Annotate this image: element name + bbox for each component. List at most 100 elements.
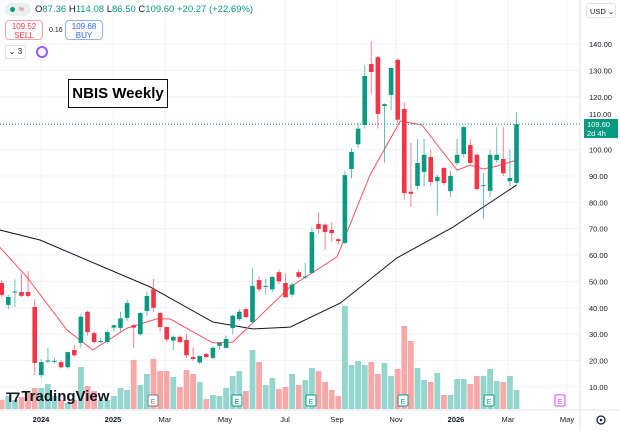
volume-bar <box>355 361 361 409</box>
indicators-toggle[interactable]: ⌄ 3 <box>5 45 26 59</box>
candle-up <box>514 124 519 183</box>
candle-up <box>124 303 130 318</box>
tradingview-logo[interactable]: T7 TradingView <box>6 388 110 405</box>
candle-down <box>157 313 163 328</box>
candle-up <box>494 154 499 161</box>
sell-label: SELL <box>14 31 34 40</box>
candle-up <box>210 347 216 358</box>
volume-bar <box>295 385 302 409</box>
chart-annotation-title: NBIS Weekly <box>68 79 168 108</box>
candle-down <box>428 156 433 182</box>
y-tick-label: 140.00 <box>589 40 612 49</box>
volume-bar <box>335 396 342 409</box>
candle-up <box>39 362 44 376</box>
candle-up <box>98 341 103 343</box>
y-tick-label: 60.00 <box>589 251 608 260</box>
volume-bar <box>507 376 513 409</box>
volume-bar <box>210 395 216 409</box>
candle-down <box>164 327 169 340</box>
volume-bar <box>170 377 177 409</box>
y-tick-label: 90.00 <box>589 172 608 181</box>
candle-down <box>276 272 282 282</box>
earnings-marker-icon <box>147 394 159 407</box>
slow-moving-average-line <box>0 184 517 330</box>
sync-icon[interactable] <box>36 46 48 58</box>
volume-bar <box>434 373 441 409</box>
candle-up <box>223 338 229 348</box>
volume-bar <box>38 388 45 409</box>
earnings-marker-label: E <box>487 399 492 406</box>
candle-down <box>243 309 249 318</box>
volume-bar <box>460 379 467 409</box>
volume-bar <box>144 374 150 409</box>
x-tick-label: May <box>218 415 232 424</box>
volume-bar <box>12 400 18 409</box>
volume-bar <box>328 390 335 409</box>
volume-bar <box>183 370 190 409</box>
volume-bar <box>394 369 401 409</box>
settings-gear-center-icon <box>599 418 603 422</box>
currency-dropdown[interactable]: USD ⌄ <box>586 3 616 18</box>
candle-down <box>256 280 262 290</box>
volume-bar <box>203 399 210 409</box>
earnings-marker-label: E <box>235 399 240 406</box>
volume-bar <box>150 359 157 409</box>
candle-up <box>52 360 57 362</box>
earnings-marker-icon <box>554 394 566 407</box>
volume-bar <box>78 367 84 409</box>
settings-gear-icon[interactable] <box>596 415 606 425</box>
y-tick-label: 80.00 <box>589 198 608 207</box>
low-value: 86.50 <box>111 4 136 15</box>
candle-down <box>204 353 209 358</box>
volume-bar <box>289 374 295 409</box>
candle-down <box>336 239 341 242</box>
volume-bar <box>414 368 421 409</box>
candle-up <box>45 360 51 362</box>
volume-bar <box>269 378 276 409</box>
candle-down <box>184 339 189 356</box>
sell-button[interactable]: 109.52 SELL <box>5 20 43 40</box>
volume-bar <box>315 371 322 409</box>
data-delay-icon: ≈ <box>19 4 24 14</box>
volume-bar <box>190 374 196 409</box>
volume-bar <box>447 395 454 409</box>
volume-bar <box>104 400 111 409</box>
earnings-marker-icon <box>305 394 317 407</box>
candle-up <box>435 176 440 182</box>
volume-bar <box>223 388 229 409</box>
candle-up <box>388 68 394 95</box>
x-tick-label: 2024 <box>33 415 51 424</box>
volume-bar <box>361 365 368 409</box>
volume-bar <box>467 384 474 409</box>
y-tick-label: 40.00 <box>589 304 608 313</box>
candle-up <box>197 356 202 363</box>
volume-bar <box>58 400 64 409</box>
y-tick-label: 110.00 <box>589 110 611 119</box>
y-tick-label: 120.00 <box>589 93 612 102</box>
y-tick-label: 130.00 <box>589 66 612 75</box>
x-tick-label: 2025 <box>105 415 122 424</box>
volume-bar <box>282 387 289 409</box>
volume-bar <box>124 390 130 409</box>
volume-bar <box>25 393 31 409</box>
symbol-status-pill[interactable]: ≈ <box>5 3 31 16</box>
candle-down <box>0 283 4 295</box>
buy-button[interactable]: 109.68 BUY <box>65 20 103 40</box>
change-value: +20.27 (+22.69%) <box>176 4 254 15</box>
candle-down <box>395 59 400 120</box>
volume-bar <box>5 396 12 409</box>
y-tick-label: 10.00 <box>589 383 608 392</box>
volume-bar <box>84 386 91 409</box>
volume-bar <box>71 400 78 409</box>
candle-up <box>105 332 110 343</box>
candle-down <box>32 307 37 363</box>
candle-up <box>144 295 150 311</box>
candle-up <box>250 285 255 323</box>
candle-down <box>58 362 64 368</box>
candle-down <box>190 357 196 359</box>
candle-up <box>171 336 176 341</box>
volume-bar <box>401 326 408 409</box>
candle-up <box>342 175 348 243</box>
candle-up <box>78 316 84 343</box>
